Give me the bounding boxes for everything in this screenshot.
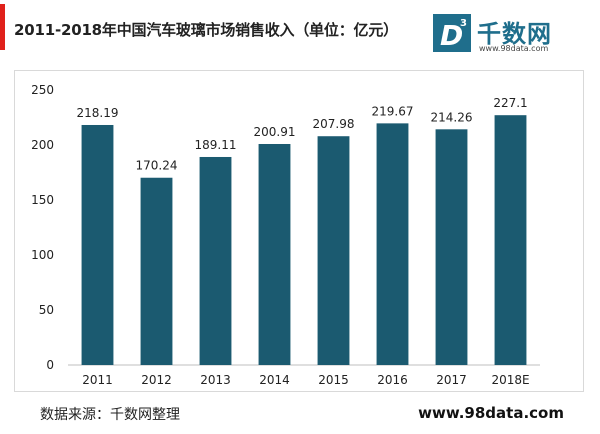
x-tick-label: 2014 <box>259 373 290 387</box>
bar <box>258 143 291 365</box>
bar <box>376 123 409 365</box>
x-tick-label: 2012 <box>141 373 172 387</box>
y-tick-label: 250 <box>31 83 54 97</box>
chart-frame <box>14 70 584 392</box>
x-tick-label: 2015 <box>318 373 349 387</box>
x-tick-label: 2016 <box>377 373 408 387</box>
data-label: 189.11 <box>195 138 237 152</box>
x-tick-label: 2013 <box>200 373 231 387</box>
bar <box>140 177 173 365</box>
x-tick-label: 2017 <box>436 373 467 387</box>
bar <box>435 129 468 365</box>
y-tick-label: 200 <box>31 138 54 152</box>
data-label: 227.1 <box>493 96 527 110</box>
bar <box>494 115 527 365</box>
title-accent-bar <box>0 4 5 50</box>
data-label: 207.98 <box>313 117 355 131</box>
x-tick-label: 2011 <box>82 373 113 387</box>
bar <box>199 156 232 365</box>
logo-d3-icon: D 3 <box>433 14 471 52</box>
data-label: 219.67 <box>372 104 414 118</box>
data-label: 218.19 <box>77 106 119 120</box>
data-source: 数据来源：千数网整理 <box>40 407 180 423</box>
bar <box>81 124 114 365</box>
data-label: 214.26 <box>431 110 473 124</box>
data-label: 170.24 <box>136 159 178 173</box>
logo-mark-letter: D <box>440 19 463 52</box>
bar <box>317 136 350 365</box>
x-tick-label: 2018E <box>491 373 529 387</box>
y-tick-label: 0 <box>46 358 54 372</box>
y-tick-label: 150 <box>31 193 54 207</box>
page-title: 2011-2018年中国汽车玻璃市场销售收入（单位：亿元） <box>14 21 398 39</box>
logo-name: 千数网 <box>477 20 552 48</box>
website-url: www.98data.com <box>418 404 564 422</box>
logo: D 3 千数网 www.98data.com <box>433 14 583 56</box>
y-tick-label: 100 <box>31 248 54 262</box>
data-label: 200.91 <box>254 125 296 139</box>
logo-url: www.98data.com <box>479 44 549 53</box>
logo-mark-superscript: 3 <box>460 18 467 29</box>
y-tick-label: 50 <box>39 303 54 317</box>
